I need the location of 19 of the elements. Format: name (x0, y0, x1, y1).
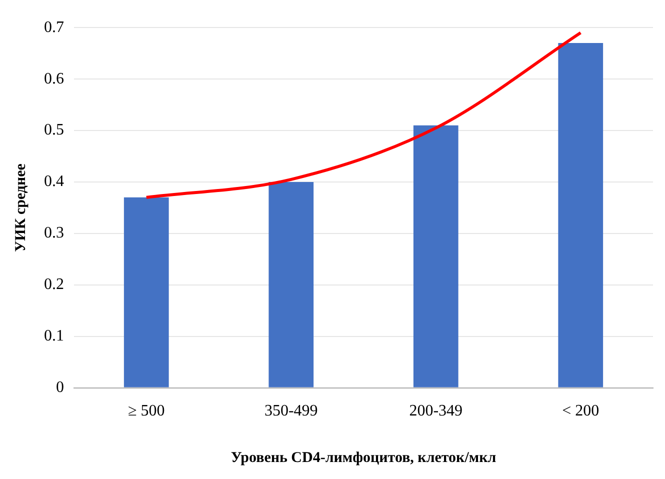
x-tick-label: ≥ 500 (128, 402, 165, 420)
y-axis-title: УИК среднее (12, 163, 29, 252)
y-tick-label: 0.1 (44, 328, 64, 345)
bar (558, 43, 604, 388)
line-series (144, 31, 582, 199)
x-tick-label: < 200 (562, 402, 600, 420)
y-tick-label: 0.2 (44, 276, 64, 294)
y-tick-label: 0.6 (44, 70, 64, 88)
bar (268, 182, 314, 388)
y-tick-label: 0.3 (44, 224, 64, 242)
x-axis-title: Уровень CD4-лимфоцитов, клеток/мкл (230, 450, 497, 466)
y-tick-label: 0.5 (44, 122, 64, 139)
x-tick-label: 200-349 (409, 402, 463, 420)
bar (124, 197, 169, 388)
bar (413, 125, 458, 388)
y-tick-label: 0.4 (44, 173, 64, 190)
y-tick-label: 0 (56, 379, 64, 396)
y-tick-label: 0.7 (44, 18, 64, 36)
x-tick-label: 350-499 (264, 402, 318, 420)
